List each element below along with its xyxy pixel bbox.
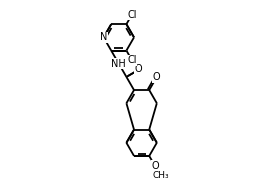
Text: Cl: Cl [127,55,137,65]
Text: NH: NH [111,59,126,69]
Text: O: O [134,64,142,74]
Text: Cl: Cl [127,10,137,20]
Text: N: N [100,32,107,42]
Text: O: O [151,161,159,171]
Text: O: O [153,72,160,82]
Text: CH₃: CH₃ [152,171,169,180]
